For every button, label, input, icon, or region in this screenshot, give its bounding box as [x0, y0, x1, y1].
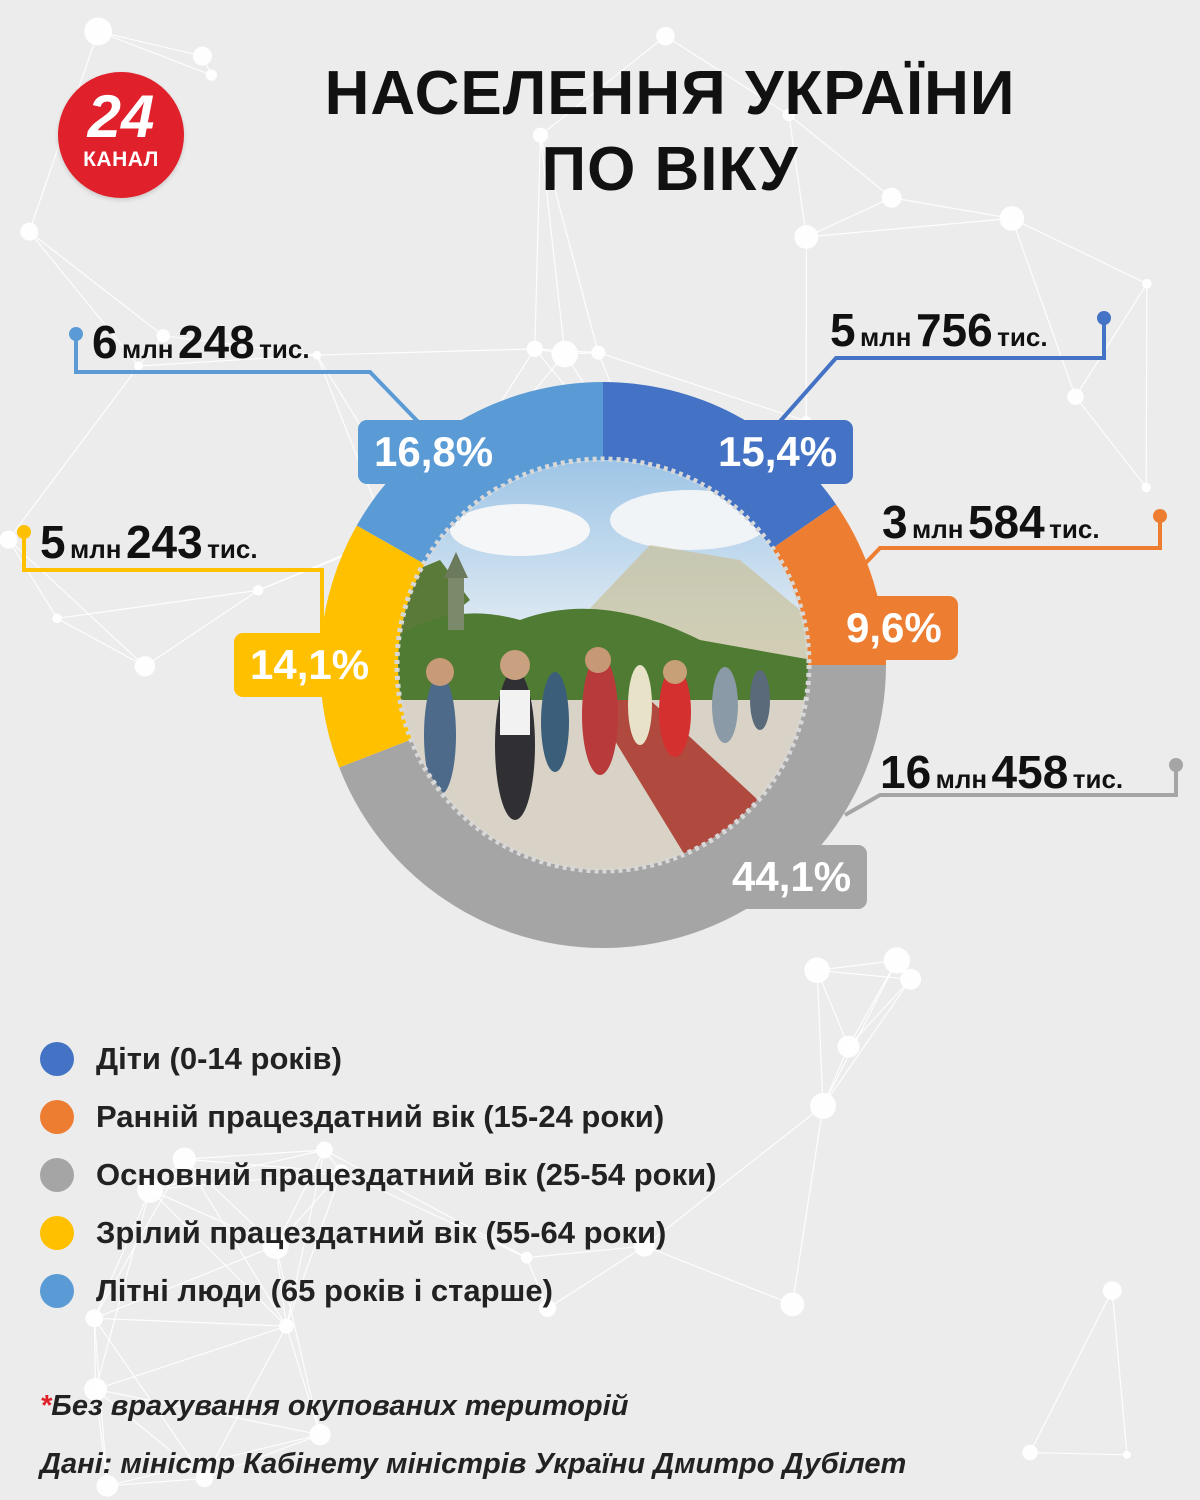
legend-swatch — [40, 1274, 74, 1308]
value-label-children: 5 млн 756 тис. — [830, 304, 1048, 356]
value-label-elderly: 6 млн 248 тис. — [92, 316, 310, 368]
leader-line-elderly — [74, 334, 426, 430]
legend-swatch — [40, 1216, 74, 1250]
leader-dot-main-working — [1169, 758, 1183, 772]
logo-number: 24 — [87, 83, 155, 150]
legend-item-children: Діти (0-14 років) — [36, 1030, 716, 1088]
leader-line-early-working — [836, 516, 1162, 594]
legend-item-early-working: Ранній працездатний вік (15-24 роки) — [36, 1088, 716, 1146]
chart-legend: Діти (0-14 років) Ранній працездатний ві… — [36, 1030, 716, 1320]
value-label-main-working: 16 млн 458 тис. — [880, 746, 1124, 798]
legend-item-elderly: Літні люди (65 років і старше) — [36, 1262, 716, 1320]
leader-line-mature-working — [22, 532, 324, 640]
legend-swatch — [40, 1042, 74, 1076]
people-walking-photo — [398, 460, 808, 870]
value-label-mature-working: 5 млн 243 тис. — [40, 516, 258, 568]
footnote-text: Без врахування окупованих територій — [51, 1390, 629, 1422]
legend-swatch — [40, 1158, 74, 1192]
value-label-early-working: 3 млн 584 тис. — [882, 496, 1100, 548]
legend-label: Ранній працездатний вік (15-24 роки) — [96, 1099, 665, 1134]
footnote-star: * — [40, 1390, 52, 1422]
page-title-line-1: НАСЕЛЕННЯ УКРАЇНИ — [324, 59, 1016, 128]
percent-label-children: 15,4% — [702, 420, 854, 484]
page-title-line-2: ПО ВІКУ — [541, 135, 799, 204]
legend-label: Зрілий працездатний вік (55-64 роки) — [96, 1215, 667, 1250]
legend-label: Діти (0-14 років) — [96, 1041, 342, 1076]
legend-swatch — [40, 1100, 74, 1134]
channel-24-logo: 24 КАНАЛ — [58, 72, 184, 198]
footnote: *Без врахування окупованих територій — [40, 1390, 628, 1423]
leader-dot-early-working — [1153, 509, 1167, 523]
percent-label-elderly: 16,8% — [358, 420, 510, 484]
percent-label-early-working: 9,6% — [830, 596, 958, 660]
leader-dot-elderly — [69, 327, 83, 341]
leader-dot-mature-working — [17, 525, 31, 539]
percent-label-main-working: 44,1% — [716, 845, 868, 909]
leader-dot-children — [1097, 311, 1111, 325]
legend-label: Основний працездатний вік (25-54 роки) — [96, 1157, 717, 1192]
percent-label-mature-working: 14,1% — [234, 633, 386, 697]
leader-line-main-working — [844, 765, 1178, 817]
legend-label: Літні люди (65 років і старше) — [96, 1273, 553, 1308]
leader-line-children — [766, 318, 1106, 437]
legend-item-mature-working: Зрілий працездатний вік (55-64 роки) — [36, 1204, 716, 1262]
data-source: Дані: міністр Кабінету міністрів України… — [40, 1448, 907, 1480]
legend-item-main-working: Основний працездатний вік (25-54 роки) — [36, 1146, 716, 1204]
logo-word: КАНАЛ — [83, 148, 159, 171]
